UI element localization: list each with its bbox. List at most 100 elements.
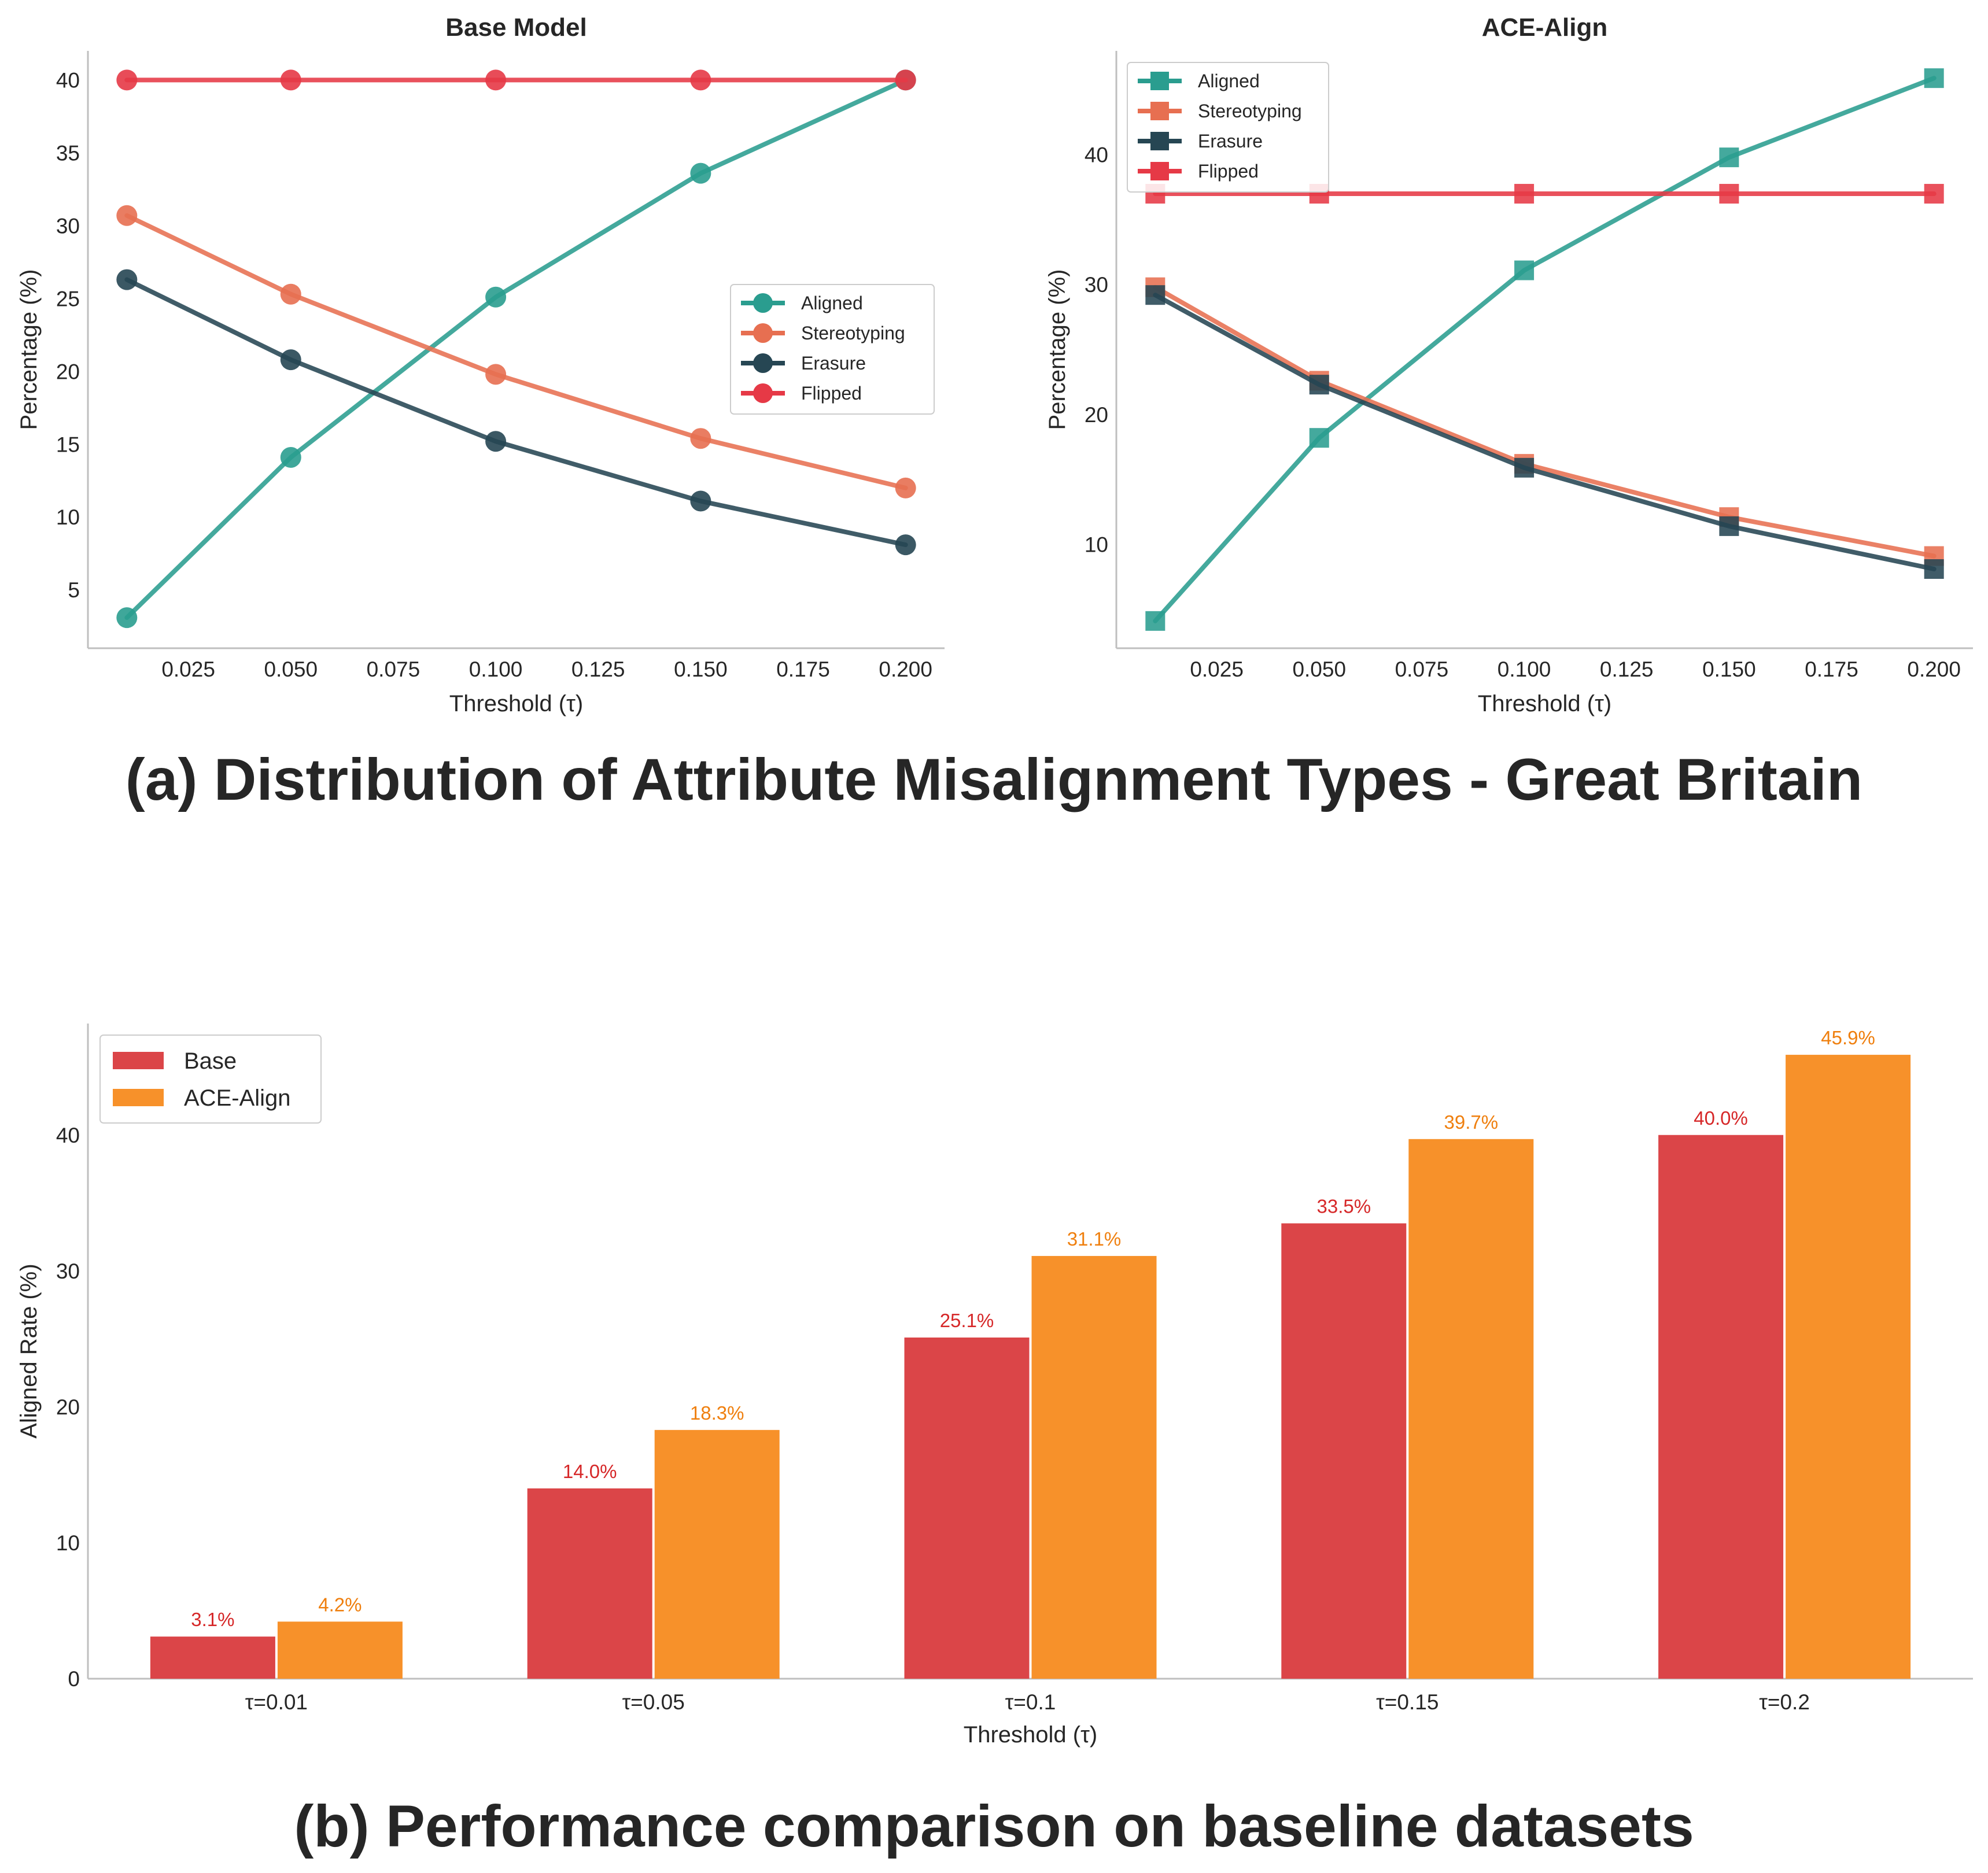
x-tick-label: 0.175 [1805,657,1858,681]
bar-base [1658,1135,1784,1679]
data-point [280,283,301,305]
data-point [1719,184,1739,204]
bar-base [527,1488,652,1679]
series-flipped [1145,184,1944,204]
x-tick-label: 0.200 [1907,657,1961,681]
y-tick-label: 25 [56,287,80,311]
bar-value-label: 18.3% [690,1402,744,1424]
bar-ace-align [654,1429,780,1679]
y-tick-label: 20 [1085,403,1108,427]
bar-value-label: 33.5% [1317,1196,1371,1217]
y-tick-label: 30 [56,214,80,238]
data-point [895,69,916,91]
y-tick-label: 10 [56,505,80,529]
series-erasure [116,269,916,556]
data-point [1514,457,1535,478]
x-tick-label: τ=0.01 [245,1690,308,1714]
series-line [1153,285,1937,559]
x-tick-label: 0.075 [1395,657,1449,681]
legend-label: Erasure [801,353,866,374]
data-point [1145,285,1165,305]
series-flipped [116,69,916,91]
legend-marker [753,383,773,403]
bar-value-label: 40.0% [1694,1107,1748,1129]
y-tick-label: 15 [56,433,80,456]
y-tick-label: 5 [68,578,80,602]
data-point [1719,147,1739,168]
aligned-rate-bar-chart: 0 10 20 30 40 Aligned Rate (%) Threshold (τ) τ=… [16,1024,1973,1748]
y-tick-label: 10 [1085,533,1108,556]
legend-label: Flipped [1198,161,1259,182]
y-tick-label: 30 [1085,273,1108,297]
data-point [1514,184,1535,204]
legend-item-aligned: Aligned [741,293,863,313]
legend-marker [753,353,773,373]
chart-title: ACE-Align [1482,13,1608,42]
y-tick-label: 40 [56,68,80,92]
legend-swatch [113,1089,164,1106]
x-tick-label: 0.025 [161,657,215,681]
x-tick-label: 0.025 [1190,657,1244,681]
bar-value-label: 4.2% [318,1594,362,1615]
legend-item-stereotyping: Stereotyping [1138,101,1302,121]
series-line [1153,293,1937,572]
data-point [485,286,507,308]
data-point [116,205,138,226]
ace-align-chart: ACE-Align 0.025 0.050 0.075 0.100 0.125 0.150 0… [1045,13,1973,716]
x-axis-label: Threshold (τ) [449,691,583,716]
series-erasure [1145,285,1944,579]
data-point [485,364,507,385]
legend-label: Erasure [1198,131,1263,152]
legend: Aligned Stereotyping Erasure Flipped [730,284,935,415]
data-point [1719,516,1739,536]
legend-frame [1127,62,1329,193]
data-point [485,69,507,91]
chart-title: Base Model [445,13,587,42]
caption-b: (b) Performance comparison on baseline d… [294,1793,1694,1859]
bar-ace-align [1786,1055,1911,1679]
legend-marker [1150,102,1169,120]
data-point [280,446,301,468]
legend-label: Aligned [1198,71,1260,91]
series-stereotyping [1145,277,1944,566]
legend-item-stereotyping: Stereotyping [741,323,905,343]
x-tick-label: 0.175 [776,657,830,681]
caption-a: (a) Distribution of Attribute Misalignme… [125,747,1863,812]
bar-value-label: 25.1% [940,1310,994,1331]
legend-label: Stereotyping [1198,101,1302,121]
y-axis-label: Percentage (%) [1045,269,1070,430]
bar-base [150,1636,275,1679]
legend-item-flipped: Flipped [741,383,862,404]
legend-label: ACE-Align [184,1085,291,1111]
y-tick-label: 40 [56,1124,80,1147]
x-tick-label: 0.200 [879,657,932,681]
data-point [895,534,916,556]
data-point [485,431,507,452]
y-tick-label: 40 [1085,143,1108,167]
legend-item-ace-align: ACE-Align [113,1085,291,1111]
y-tick-label: 20 [56,1395,80,1419]
legend-label: Stereotyping [801,323,905,343]
x-tick-label: 0.150 [1702,657,1756,681]
legend-item-aligned: Aligned [1138,71,1260,91]
legend-marker [1150,132,1169,150]
x-tick-label: 0.150 [674,657,728,681]
x-axis-label: Threshold (τ) [1478,691,1611,716]
data-point [280,349,301,371]
x-tick-label: 0.125 [571,657,625,681]
bar-base [1281,1223,1407,1679]
legend-item-erasure: Erasure [741,353,866,374]
x-tick-label: τ=0.1 [1005,1690,1056,1714]
data-point [1924,184,1944,204]
y-tick-label: 20 [56,360,80,383]
bar-value-label: 14.0% [563,1461,617,1482]
x-tick-label: 0.075 [367,657,421,681]
x-axis-label: Threshold (τ) [964,1722,1097,1748]
legend-swatch [113,1052,164,1069]
legend-item-flipped: Flipped [1138,161,1259,182]
bar-value-label: 3.1% [191,1609,234,1630]
data-point [1514,260,1535,280]
base-model-chart: Base Model 0.025 0.050 0.075 0.100 0.125 0.150… [16,13,945,716]
y-axis-label: Percentage (%) [16,269,42,430]
